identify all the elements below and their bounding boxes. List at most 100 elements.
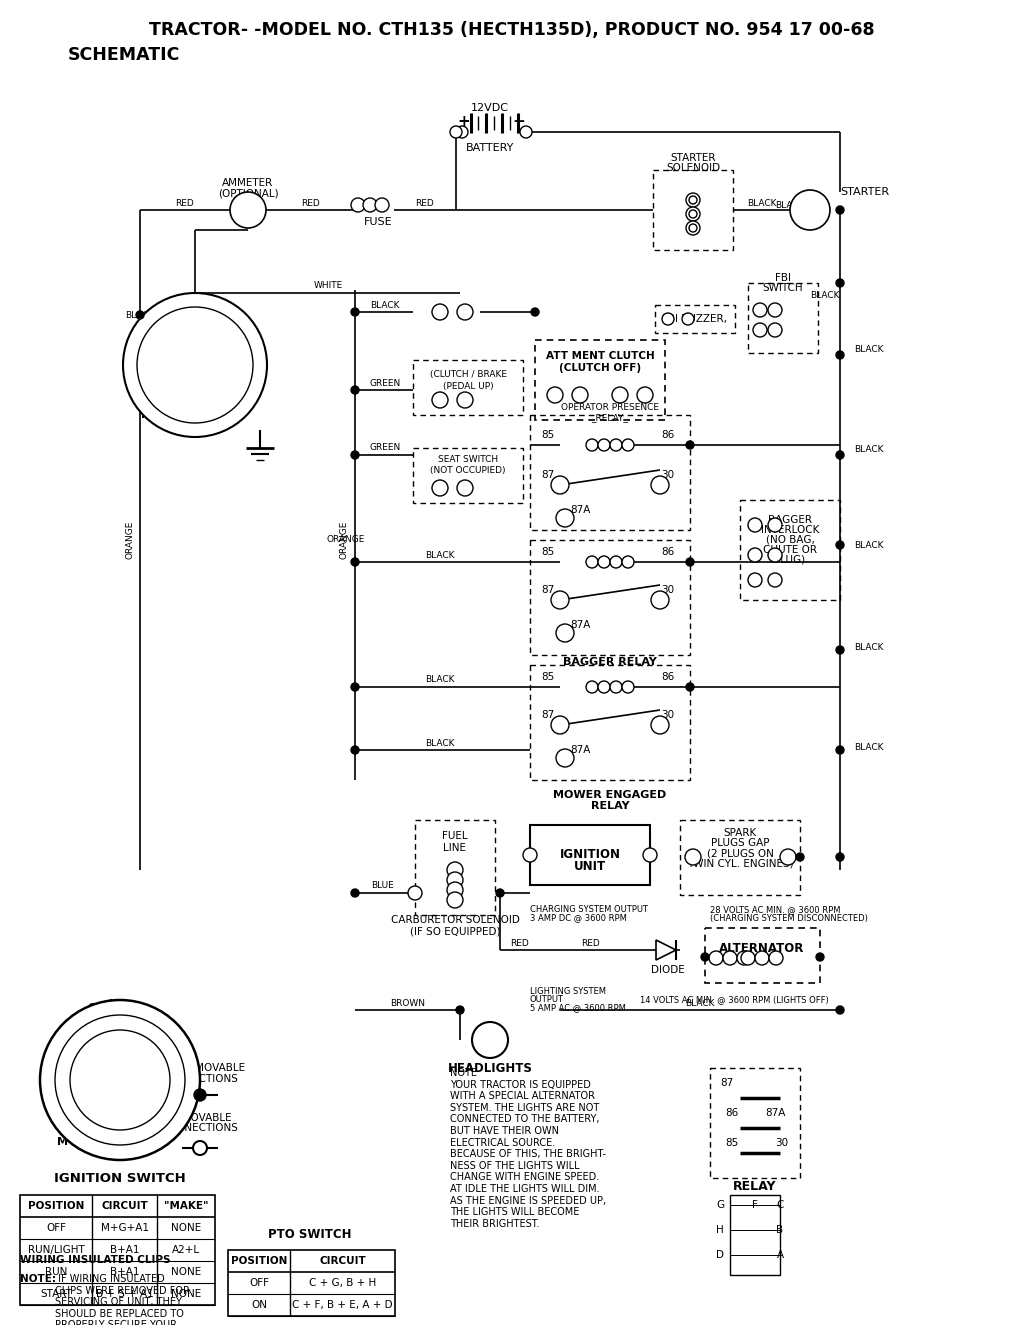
Text: 87: 87 [542, 586, 555, 595]
Circle shape [447, 892, 463, 908]
Circle shape [230, 192, 266, 228]
Circle shape [598, 439, 610, 451]
Text: G: G [716, 1200, 724, 1210]
Circle shape [836, 647, 844, 655]
Text: C + G, B + H: C + G, B + H [309, 1279, 376, 1288]
Text: BAGGER RELAY: BAGGER RELAY [563, 657, 657, 666]
Text: RED: RED [176, 200, 195, 208]
Circle shape [748, 572, 762, 587]
Circle shape [741, 951, 755, 965]
Circle shape [351, 746, 359, 754]
Text: 87A: 87A [569, 505, 590, 515]
Text: BLACK: BLACK [425, 550, 455, 559]
Text: TRACTOR- -MODEL NO. CTH135 (HECTH135D), PRODUCT NO. 954 17 00-68: TRACTOR- -MODEL NO. CTH135 (HECTH135D), … [150, 21, 874, 38]
Text: A₁: A₁ [217, 322, 229, 333]
Text: A₂: A₂ [244, 368, 256, 378]
Circle shape [796, 853, 804, 861]
Text: M: M [56, 1137, 68, 1147]
Bar [740, 500, 840, 600]
Circle shape [456, 1006, 464, 1014]
Circle shape [748, 518, 762, 533]
Circle shape [556, 624, 574, 643]
Circle shape [610, 439, 622, 451]
Circle shape [447, 882, 463, 898]
Text: CONNECTIONS: CONNECTIONS [162, 1075, 239, 1084]
Text: 87: 87 [542, 710, 555, 719]
Text: TWIN CYL. ENGINES): TWIN CYL. ENGINES) [687, 859, 794, 868]
Text: BLACK: BLACK [775, 200, 805, 209]
Circle shape [737, 951, 751, 965]
Text: A: A [776, 1249, 783, 1260]
Circle shape [637, 387, 653, 403]
Circle shape [768, 303, 782, 317]
Text: 87A: 87A [569, 620, 590, 629]
Text: IGNITION SWITCH: IGNITION SWITCH [54, 1171, 186, 1185]
Text: A: A [243, 204, 253, 216]
Circle shape [351, 889, 359, 897]
Circle shape [768, 572, 782, 587]
Text: C + F, B + E, A + D: C + F, B + E, A + D [292, 1300, 393, 1310]
Circle shape [610, 681, 622, 693]
Circle shape [643, 848, 657, 863]
Text: RUN: RUN [45, 1267, 68, 1277]
Text: BAGGER: BAGGER [768, 515, 812, 525]
Text: ORANGE: ORANGE [126, 521, 134, 559]
Text: PLUG): PLUG) [774, 555, 806, 564]
Circle shape [686, 221, 700, 235]
Text: S: S [126, 360, 134, 370]
Text: OUTPUT: OUTPUT [530, 995, 564, 1004]
Text: AMMETER: AMMETER [222, 178, 273, 188]
Text: OFF: OFF [249, 1279, 269, 1288]
Circle shape [598, 556, 610, 568]
Text: NOTE
YOUR TRACTOR IS EQUIPPED
WITH A SPECIAL ALTERNATOR
SYSTEM. THE LIGHTS ARE N: NOTE YOUR TRACTOR IS EQUIPPED WITH A SPE… [450, 1068, 606, 1228]
Circle shape [432, 392, 449, 408]
Text: BLACK: BLACK [425, 738, 455, 747]
Circle shape [685, 849, 701, 865]
Text: ALTERNATOR: ALTERNATOR [719, 942, 805, 954]
Circle shape [351, 451, 359, 458]
Text: 5 AMP AC @ 3600 RPM: 5 AMP AC @ 3600 RPM [530, 1003, 626, 1012]
Circle shape [556, 509, 574, 527]
Text: 86: 86 [662, 672, 675, 682]
Text: FUSE: FUSE [364, 217, 392, 227]
Text: 30: 30 [775, 1138, 788, 1147]
Text: NON-REMOVABLE: NON-REMOVABLE [155, 1063, 246, 1073]
Text: A2+L: A2+L [172, 1246, 200, 1255]
Circle shape [136, 311, 144, 319]
Bar [535, 341, 665, 420]
Text: M+G+A1: M+G+A1 [100, 1223, 148, 1234]
Text: SOLENOID: SOLENOID [666, 163, 720, 174]
Text: NONE: NONE [171, 1267, 201, 1277]
Text: ORANGE: ORANGE [327, 535, 366, 545]
Text: DIODE: DIODE [651, 965, 685, 975]
Text: RED: RED [581, 938, 599, 947]
Text: CHUTE OR: CHUTE OR [763, 545, 817, 555]
Circle shape [531, 307, 539, 315]
Text: REMOVABLE: REMOVABLE [168, 1113, 231, 1124]
Circle shape [709, 951, 723, 965]
Text: MOWER ENGAGED: MOWER ENGAGED [553, 790, 667, 800]
Circle shape [836, 853, 844, 861]
Circle shape [351, 197, 365, 212]
Circle shape [836, 541, 844, 549]
Circle shape [40, 1000, 200, 1159]
Text: CARBURETOR SOLENOID: CARBURETOR SOLENOID [390, 916, 519, 925]
Text: 85: 85 [725, 1138, 738, 1147]
Circle shape [547, 387, 563, 403]
Text: B: B [776, 1226, 783, 1235]
Text: BLACK: BLACK [854, 445, 884, 454]
Bar [530, 665, 690, 780]
Text: IF WIRING INSULATED
CLIPS WERE REMOVED FOR
SERVICING OF UNIT, THEY
SHOULD BE REP: IF WIRING INSULATED CLIPS WERE REMOVED F… [55, 1275, 189, 1325]
Circle shape [686, 441, 694, 449]
Text: NOTE:: NOTE: [20, 1275, 56, 1284]
Circle shape [137, 307, 253, 423]
Text: FBI BUZZER,: FBI BUZZER, [663, 314, 727, 325]
Text: RELAY: RELAY [733, 1179, 777, 1192]
Text: BLACK: BLACK [371, 301, 399, 310]
Text: +: + [458, 114, 470, 130]
Text: WIRING INSULATED CLIPS: WIRING INSULATED CLIPS [20, 1255, 171, 1265]
Bar [20, 1195, 215, 1305]
Circle shape [520, 126, 532, 138]
Circle shape [753, 323, 767, 337]
Bar [730, 1195, 780, 1275]
